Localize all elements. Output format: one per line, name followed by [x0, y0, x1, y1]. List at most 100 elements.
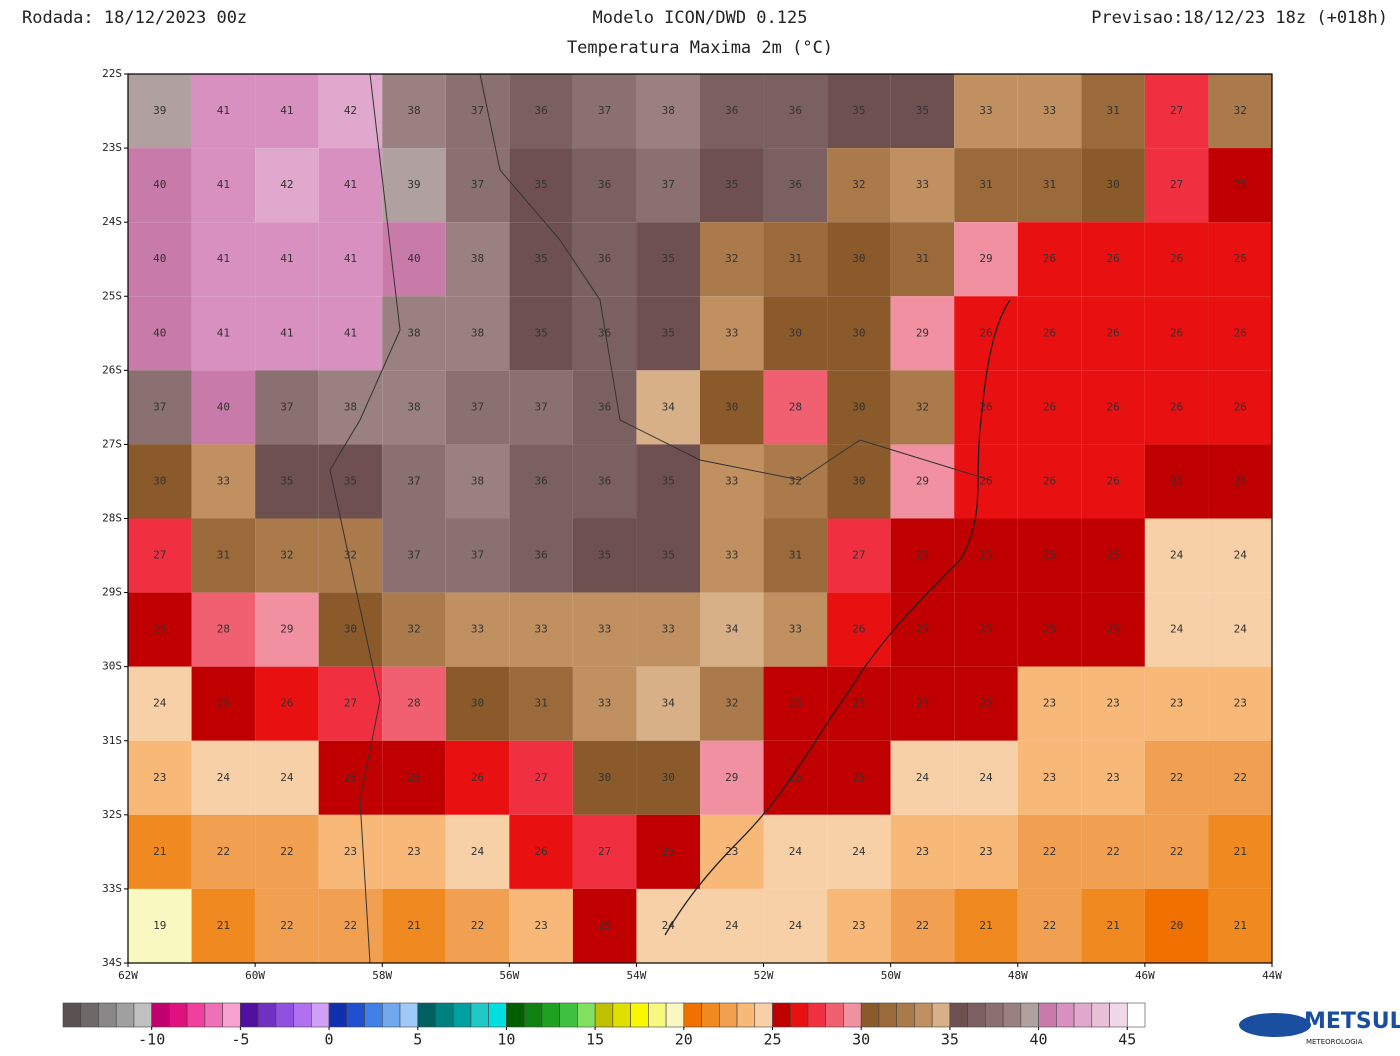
grid-cell: [382, 74, 446, 149]
cell-value: 23: [1170, 697, 1183, 710]
colorbar-box: [506, 1002, 525, 1028]
cell-value: 25: [344, 771, 357, 784]
grid-cell: [255, 740, 319, 815]
grid-cell: [1017, 740, 1082, 815]
grid-cell: [700, 740, 764, 815]
lat-tick-label: 25S: [102, 289, 122, 302]
grid-cell: [1144, 666, 1209, 741]
cell-value: 35: [344, 474, 357, 487]
cell-value: 38: [471, 474, 484, 487]
colorbar-box: [1038, 1002, 1057, 1028]
cell-value: 22: [280, 845, 293, 858]
lon-tick-label: 60W: [245, 969, 265, 982]
grid-cell: [382, 888, 446, 963]
grid-cell: [445, 74, 510, 149]
cell-value: 23: [1043, 697, 1056, 710]
cell-value: 41: [217, 104, 230, 117]
cell-value: 35: [534, 326, 547, 339]
colorbar-label: 15: [586, 1031, 604, 1049]
cell-value: 36: [534, 474, 547, 487]
cell-value: 22: [1106, 845, 1119, 858]
grid-cell: [636, 888, 700, 963]
grid-cell: [128, 222, 192, 297]
cell-value: 38: [407, 326, 420, 339]
grid-cell: [318, 444, 383, 519]
grid-cell: [191, 888, 256, 963]
cell-value: 21: [217, 919, 230, 932]
cell-value: 25: [598, 919, 611, 932]
grid-cell: [191, 592, 256, 667]
cell-value: 35: [280, 474, 293, 487]
colorbar-box: [541, 1002, 560, 1028]
grid-cell: [128, 518, 192, 593]
colorbar-box: [967, 1002, 986, 1028]
cell-value: 23: [1106, 697, 1119, 710]
cell-value: 24: [725, 919, 739, 932]
cell-value: 35: [916, 104, 929, 117]
cell-value: 26: [1170, 252, 1183, 265]
grid-cell: [382, 814, 446, 889]
colorbar-box: [754, 1002, 773, 1028]
grid-cell: [1017, 592, 1082, 667]
grid-cell: [954, 222, 1018, 297]
grid-cell: [509, 740, 573, 815]
cell-value: 29: [916, 326, 929, 339]
colorbar-label: 35: [941, 1031, 959, 1049]
grid-cell: [636, 518, 700, 593]
grid-cell: [1017, 370, 1082, 445]
grid-cell: [890, 518, 955, 593]
cell-value: 35: [662, 549, 675, 562]
grid-cell: [954, 888, 1018, 963]
grid-cell: [255, 518, 319, 593]
cell-value: 33: [471, 623, 484, 636]
grid-cell: [509, 370, 573, 445]
cell-value: 37: [280, 400, 293, 413]
grid-cell: [827, 814, 891, 889]
cell-value: 35: [852, 104, 865, 117]
colorbar-box: [399, 1002, 419, 1028]
colorbar-box: [293, 1002, 312, 1028]
grid-cell: [445, 222, 510, 297]
cell-value: 22: [1170, 771, 1183, 784]
cell-value: 25: [1043, 549, 1056, 562]
cell-value: 26: [1106, 400, 1119, 413]
grid-cell: [445, 592, 510, 667]
colorbar-box: [186, 1002, 206, 1028]
title: Modelo ICON/DWD 0.125: [593, 8, 808, 28]
colorbar-box: [311, 1002, 330, 1028]
grid-cell: [128, 814, 192, 889]
lat-tick-label: 32S: [102, 808, 122, 821]
cell-value: 25: [1234, 178, 1247, 191]
cell-value: 41: [217, 252, 230, 265]
grid-cell: [636, 740, 700, 815]
cell-value: 22: [1043, 845, 1056, 858]
cell-value: 38: [471, 252, 484, 265]
grid-cell: [1208, 888, 1272, 963]
grid-cell: [128, 444, 192, 519]
cell-value: 23: [344, 845, 357, 858]
cell-value: 34: [725, 623, 739, 636]
cell-value: 40: [153, 178, 166, 191]
grid-cell: [890, 592, 955, 667]
cell-value: 36: [725, 104, 738, 117]
grid-cell: [191, 518, 256, 593]
colorbar-box: [364, 1002, 383, 1028]
cell-value: 25: [979, 549, 992, 562]
grid-cell: [1144, 74, 1209, 149]
grid-cell: [763, 592, 828, 667]
cell-value: 35: [725, 178, 738, 191]
grid-cell: [954, 666, 1018, 741]
lat-tick-label: 28S: [102, 512, 122, 525]
lat-tick-label: 26S: [102, 363, 122, 376]
cell-value: 27: [534, 771, 547, 784]
grid-cell: [890, 370, 955, 445]
cell-value: 32: [407, 623, 420, 636]
colorbar-box: [665, 1002, 685, 1028]
colorbar-box: [240, 1002, 259, 1028]
grid-cell: [1208, 592, 1272, 667]
cell-value: 33: [916, 178, 929, 191]
grid-cell: [1208, 814, 1272, 889]
cell-value: 25: [916, 697, 929, 710]
grid-cell: [1081, 370, 1145, 445]
grid-cell: [1144, 444, 1209, 519]
